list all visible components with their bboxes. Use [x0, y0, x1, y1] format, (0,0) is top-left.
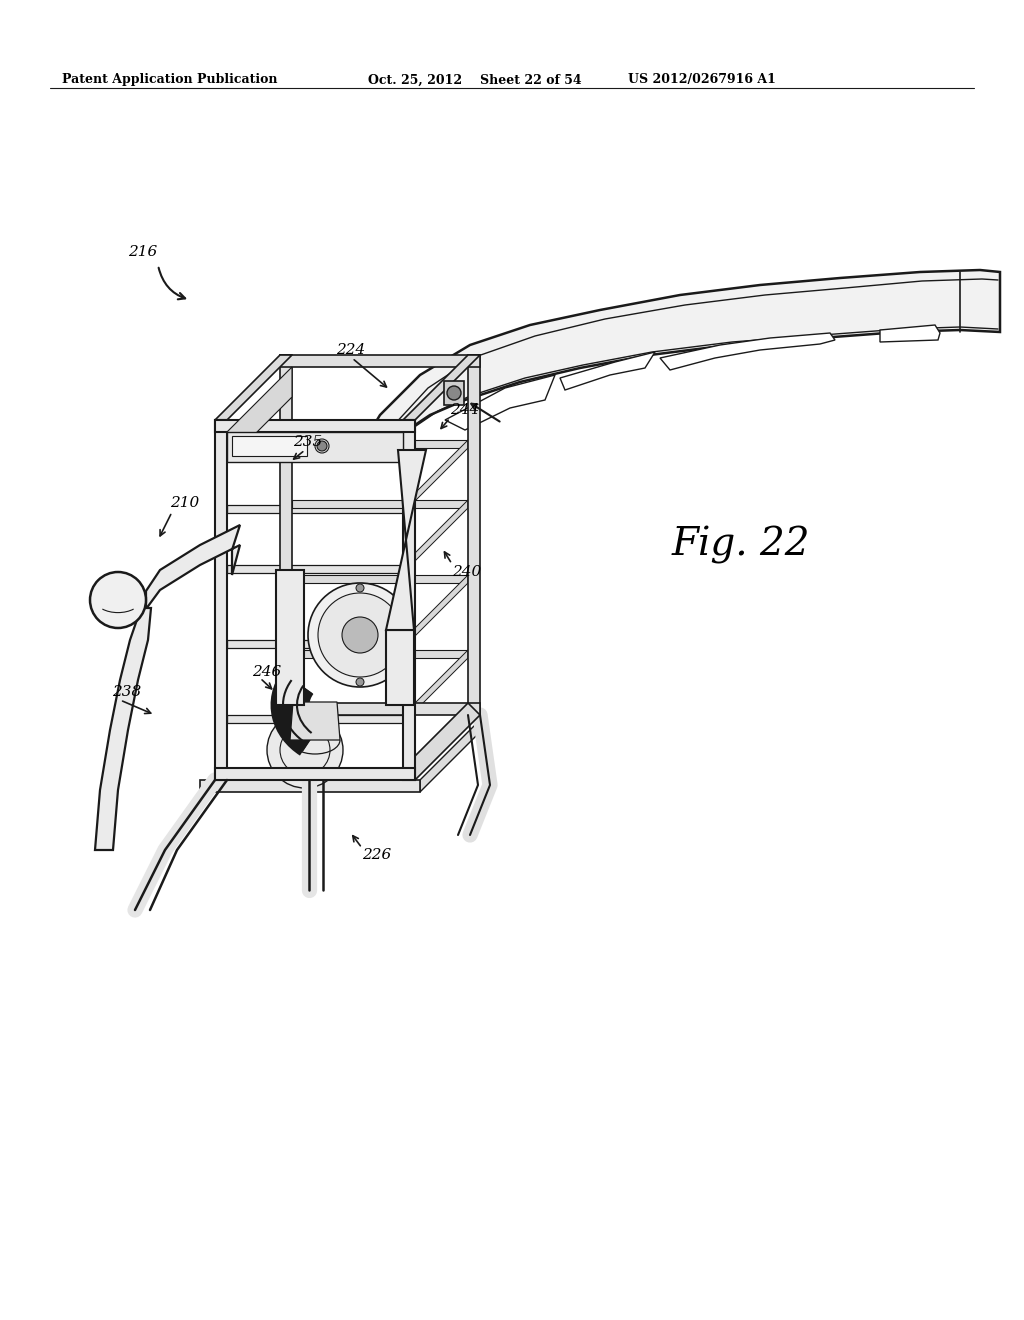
Polygon shape: [215, 420, 415, 432]
Polygon shape: [215, 355, 292, 420]
Text: 210: 210: [170, 496, 200, 510]
Text: 224: 224: [336, 343, 366, 356]
Text: Patent Application Publication: Patent Application Publication: [62, 74, 278, 87]
Text: US 2012/0267916 A1: US 2012/0267916 A1: [628, 74, 776, 87]
Text: 244: 244: [450, 403, 479, 417]
Circle shape: [356, 583, 364, 591]
Polygon shape: [95, 609, 151, 850]
Polygon shape: [403, 420, 415, 780]
Polygon shape: [215, 420, 227, 780]
Polygon shape: [365, 271, 1000, 459]
Polygon shape: [403, 440, 468, 513]
Polygon shape: [403, 704, 480, 780]
Text: Sheet 22 of 54: Sheet 22 of 54: [480, 74, 582, 87]
Circle shape: [318, 593, 402, 677]
Polygon shape: [276, 570, 304, 705]
Text: Oct. 25, 2012: Oct. 25, 2012: [368, 74, 462, 87]
Circle shape: [308, 583, 412, 686]
Polygon shape: [292, 500, 468, 508]
Polygon shape: [227, 715, 403, 723]
Polygon shape: [227, 367, 292, 462]
Polygon shape: [560, 352, 655, 389]
Polygon shape: [403, 355, 480, 420]
Text: 246: 246: [252, 665, 282, 678]
Polygon shape: [403, 576, 468, 648]
Circle shape: [342, 616, 378, 653]
Polygon shape: [200, 780, 420, 792]
Text: 216: 216: [128, 246, 158, 259]
Circle shape: [267, 711, 343, 788]
Polygon shape: [280, 355, 480, 367]
Polygon shape: [880, 325, 940, 342]
Text: 240: 240: [452, 565, 481, 579]
Polygon shape: [227, 506, 403, 513]
Circle shape: [317, 441, 327, 451]
Polygon shape: [445, 375, 555, 430]
Polygon shape: [660, 333, 835, 370]
Polygon shape: [468, 355, 480, 715]
Polygon shape: [290, 702, 340, 741]
Polygon shape: [215, 768, 415, 780]
Polygon shape: [280, 355, 292, 715]
Polygon shape: [292, 440, 468, 447]
Text: 238: 238: [112, 685, 141, 700]
Circle shape: [356, 678, 364, 686]
Polygon shape: [420, 715, 485, 792]
Polygon shape: [227, 565, 403, 573]
Circle shape: [90, 572, 146, 628]
Text: 226: 226: [362, 847, 391, 862]
Text: Fig. 22: Fig. 22: [672, 525, 811, 564]
Polygon shape: [386, 450, 426, 630]
Polygon shape: [280, 704, 480, 715]
Text: 235: 235: [293, 436, 323, 449]
Polygon shape: [227, 640, 403, 648]
Polygon shape: [146, 525, 240, 609]
Polygon shape: [292, 576, 468, 583]
Polygon shape: [403, 649, 468, 723]
Polygon shape: [444, 381, 464, 405]
Polygon shape: [232, 436, 307, 455]
Polygon shape: [403, 500, 468, 573]
Polygon shape: [227, 432, 403, 462]
Polygon shape: [292, 649, 468, 657]
Circle shape: [447, 385, 461, 400]
Polygon shape: [386, 630, 414, 705]
